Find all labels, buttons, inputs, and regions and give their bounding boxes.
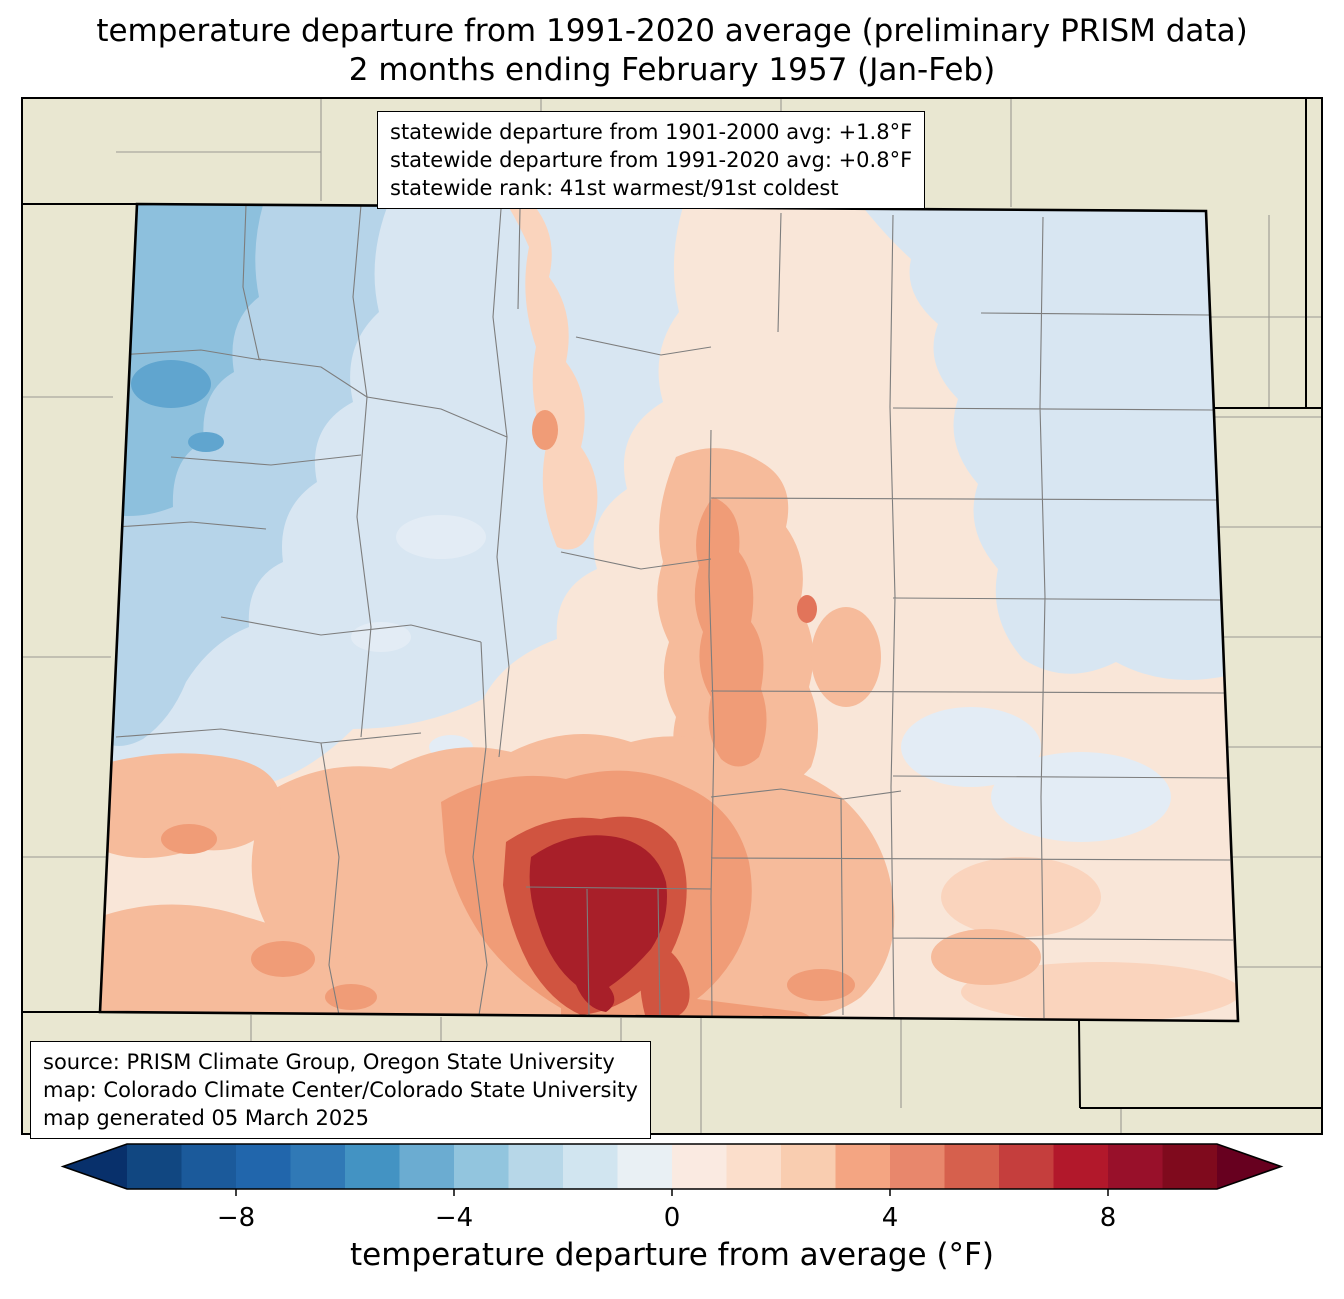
colorbar-label: temperature departure from average (°F) — [350, 1237, 994, 1273]
source-line-1: source: PRISM Climate Group, Oregon Stat… — [43, 1050, 615, 1074]
map-frame — [21, 97, 1323, 1135]
stats-line-1: statewide departure from 1901-2000 avg: … — [390, 120, 913, 144]
colorbar-left-arrow — [63, 1144, 127, 1189]
temperature-field — [100, 204, 1238, 1021]
colorbar-segment — [127, 1144, 182, 1189]
stats-line-2: statewide departure from 1991-2020 avg: … — [390, 148, 913, 172]
colorbar-segment — [672, 1144, 727, 1189]
colorbar-segment — [781, 1144, 836, 1189]
colorbar-tick-label: −8 — [217, 1203, 255, 1233]
source-box: source: PRISM Climate Group, Oregon Stat… — [30, 1041, 651, 1139]
colorbar-segment — [617, 1144, 673, 1189]
title-line-1: temperature departure from 1991-2020 ave… — [96, 13, 1248, 49]
colorbar-segment — [290, 1144, 346, 1189]
colorbar-segment — [1162, 1144, 1218, 1189]
colorbar-segment — [345, 1144, 400, 1189]
colorbar-segment — [999, 1144, 1054, 1189]
colorbar-tick-label: 8 — [1100, 1203, 1117, 1233]
title-line-2: 2 months ending February 1957 (Jan-Feb) — [348, 52, 996, 88]
map-frame-border — [21, 97, 1323, 1135]
figure-title: temperature departure from 1991-2020 ave… — [0, 12, 1344, 90]
colorbar-segment — [1108, 1144, 1163, 1189]
colorbar-segment — [1053, 1144, 1109, 1189]
source-line-2: map: Colorado Climate Center/Colorado St… — [43, 1078, 638, 1102]
colorbar-segment — [726, 1144, 782, 1189]
colorbar-segment — [835, 1144, 891, 1189]
source-line-3: map generated 05 March 2025 — [43, 1106, 370, 1130]
colorbar-tick-label: 0 — [664, 1203, 681, 1233]
colorbar-segment — [181, 1144, 237, 1189]
colorado-map — [21, 97, 1323, 1135]
colorbar: −8 −4 0 4 8 — [60, 1143, 1284, 1233]
colorbar-segment — [563, 1144, 618, 1189]
colorbar-segment — [890, 1144, 945, 1189]
stats-box: statewide departure from 1901-2000 avg: … — [377, 111, 926, 209]
colorbar-segment — [454, 1144, 509, 1189]
colorbar-tick-label: −4 — [435, 1203, 473, 1233]
colorbar-segment — [399, 1144, 455, 1189]
colorbar-segment — [944, 1144, 1000, 1189]
colorbar-outline — [60, 1143, 1284, 1190]
colorbar-segment — [508, 1144, 564, 1189]
county-boundaries — [115, 204, 1234, 1019]
colorbar-segment — [236, 1144, 291, 1189]
colorbar-right-arrow — [1217, 1144, 1281, 1189]
neighbor-state-borders — [21, 97, 1323, 1109]
colorbar-tick-label: 4 — [882, 1203, 899, 1233]
stats-line-3: statewide rank: 41st warmest/91st coldes… — [390, 176, 839, 200]
